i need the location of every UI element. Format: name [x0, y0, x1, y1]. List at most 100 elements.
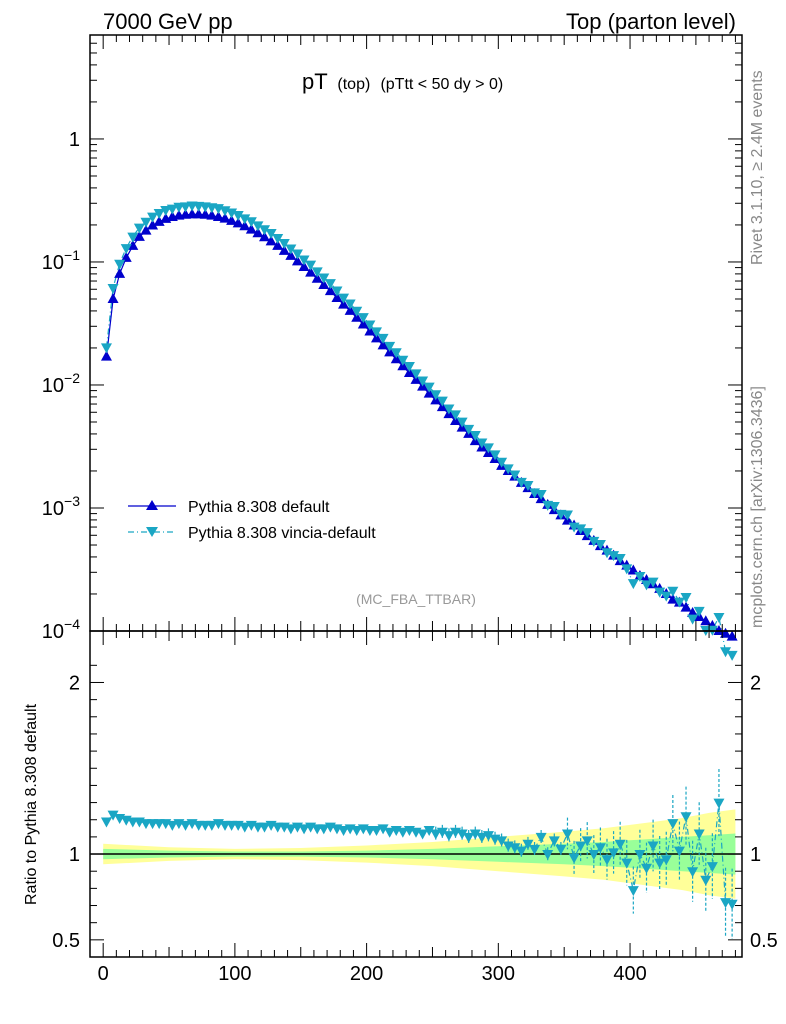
- marker-vincia-3: [120, 244, 132, 255]
- ratio-marker-vincia-72: [575, 841, 587, 852]
- ratio-marker-vincia-21: [239, 822, 251, 833]
- marker-vincia-7: [147, 212, 159, 223]
- marker-vincia-41: [370, 327, 382, 338]
- main-ytick-exponent: −3: [64, 493, 80, 509]
- ratio-marker-vincia-24: [259, 822, 271, 833]
- marker-default-24: [259, 231, 271, 242]
- marker-default-19: [226, 214, 238, 225]
- main-ytick-exponent: −1: [64, 247, 80, 263]
- main-ytick-label: 10−2: [42, 370, 80, 397]
- marker-vincia-80: [627, 579, 639, 590]
- ratio-marker-vincia-50: [430, 829, 442, 840]
- main-ytick-label: 1: [69, 129, 80, 151]
- marker-default-30: [298, 261, 310, 272]
- marker-default-33: [318, 278, 330, 289]
- legend-label-vincia: Pythia 8.308 vincia-default: [188, 525, 376, 542]
- marker-default-7: [147, 219, 159, 230]
- ratio-marker-vincia-42: [377, 824, 389, 835]
- ratio-marker-vincia-48: [417, 829, 429, 840]
- marker-vincia-37: [344, 299, 356, 310]
- ratio-ytick-label-right: 0.5: [750, 930, 778, 952]
- ratio-marker-vincia-80: [627, 886, 639, 897]
- ratio-marker-vincia-1: [107, 810, 119, 821]
- marker-default-2: [114, 267, 126, 278]
- main-ytick-exponent: −2: [64, 370, 80, 386]
- marker-vincia-19: [226, 208, 238, 219]
- marker-vincia-23: [252, 221, 264, 232]
- ratio-marker-vincia-71: [568, 853, 580, 864]
- marker-vincia-63: [515, 477, 527, 488]
- marker-default-39: [357, 318, 369, 329]
- marker-vincia-0: [100, 343, 112, 354]
- marker-vincia-50: [430, 390, 442, 401]
- marker-default-20: [232, 217, 244, 228]
- title-sub1: (top): [337, 76, 370, 93]
- marker-vincia-56: [469, 431, 481, 442]
- ratio-marker-vincia-64: [522, 839, 534, 850]
- marker-default-5: [133, 230, 145, 241]
- ratio-marker-vincia-67: [542, 850, 554, 861]
- main-ytick-base: 10: [42, 252, 64, 274]
- marker-vincia-8: [153, 208, 165, 219]
- ratio-marker-vincia-77: [608, 848, 620, 859]
- ratio-marker-vincia-73: [581, 836, 593, 847]
- ratio-marker-vincia-66: [535, 832, 547, 843]
- marker-vincia-52: [443, 404, 455, 415]
- marker-vincia-34: [324, 279, 336, 290]
- marker-vincia-4: [127, 232, 139, 243]
- marker-vincia-79: [621, 564, 633, 575]
- marker-vincia-6: [140, 217, 152, 228]
- marker-default-31: [305, 266, 317, 277]
- marker-default-15: [199, 208, 211, 219]
- marker-default-88: [680, 601, 692, 612]
- marker-default-18: [219, 212, 231, 223]
- ratio-marker-vincia-38: [351, 826, 363, 837]
- ratio-marker-vincia-69: [555, 844, 567, 855]
- marker-vincia-35: [331, 286, 343, 297]
- legend: Pythia 8.308 default Pythia 8.308 vincia…: [128, 499, 376, 542]
- marker-default-8: [153, 215, 165, 226]
- marker-vincia-30: [298, 255, 310, 266]
- marker-vincia-84: [654, 587, 666, 598]
- axes-layer: 110−110−210−310−42 21 10.5 0.50 100 200 300 400: [42, 34, 778, 985]
- ratio-marker-vincia-54: [456, 829, 468, 840]
- marker-vincia-36: [338, 293, 350, 304]
- ratio-marker-vincia-0: [100, 817, 112, 828]
- marker-vincia-70: [561, 510, 573, 521]
- marker-vincia-1: [107, 283, 119, 294]
- marker-default-94: [720, 627, 732, 638]
- main-ytick-label: 10−3: [42, 493, 80, 520]
- series-layer: [100, 201, 738, 939]
- marker-vincia-20: [232, 210, 244, 221]
- marker-vincia-76: [601, 548, 613, 559]
- marker-vincia-77: [608, 551, 620, 562]
- ratio-marker-vincia-45: [397, 827, 409, 838]
- side-text-upper: Rivet 3.1.10, ≥ 2.4M events: [749, 70, 766, 265]
- marker-vincia-94: [720, 647, 732, 658]
- ratio-marker-vincia-30: [298, 824, 310, 835]
- ratio-marker-vincia-85: [660, 855, 672, 866]
- marker-default-22: [245, 223, 257, 234]
- ratio-marker-vincia-10: [166, 820, 178, 831]
- ratio-marker-vincia-95: [726, 899, 738, 910]
- ratio-marker-vincia-75: [594, 843, 606, 854]
- marker-vincia-32: [311, 267, 323, 278]
- marker-vincia-38: [351, 306, 363, 317]
- ratio-marker-vincia-91: [700, 875, 712, 886]
- main-ytick-label: 10−1: [42, 247, 80, 274]
- marker-default-23: [252, 227, 264, 238]
- marker-vincia-87: [673, 597, 685, 608]
- marker-vincia-31: [305, 260, 317, 271]
- marker-vincia-21: [239, 214, 251, 225]
- ratio-ytick-label-left: 0.5: [52, 930, 80, 952]
- legend-label-default: Pythia 8.308 default: [188, 499, 330, 516]
- marker-vincia-22: [245, 217, 257, 228]
- marker-default-29: [291, 255, 303, 266]
- marker-vincia-47: [410, 369, 422, 380]
- marker-vincia-75: [594, 540, 606, 551]
- marker-vincia-53: [450, 410, 462, 421]
- marker-vincia-5: [133, 223, 145, 234]
- marker-vincia-93: [713, 612, 725, 623]
- marker-vincia-72: [575, 524, 587, 535]
- marker-vincia-90: [693, 606, 705, 617]
